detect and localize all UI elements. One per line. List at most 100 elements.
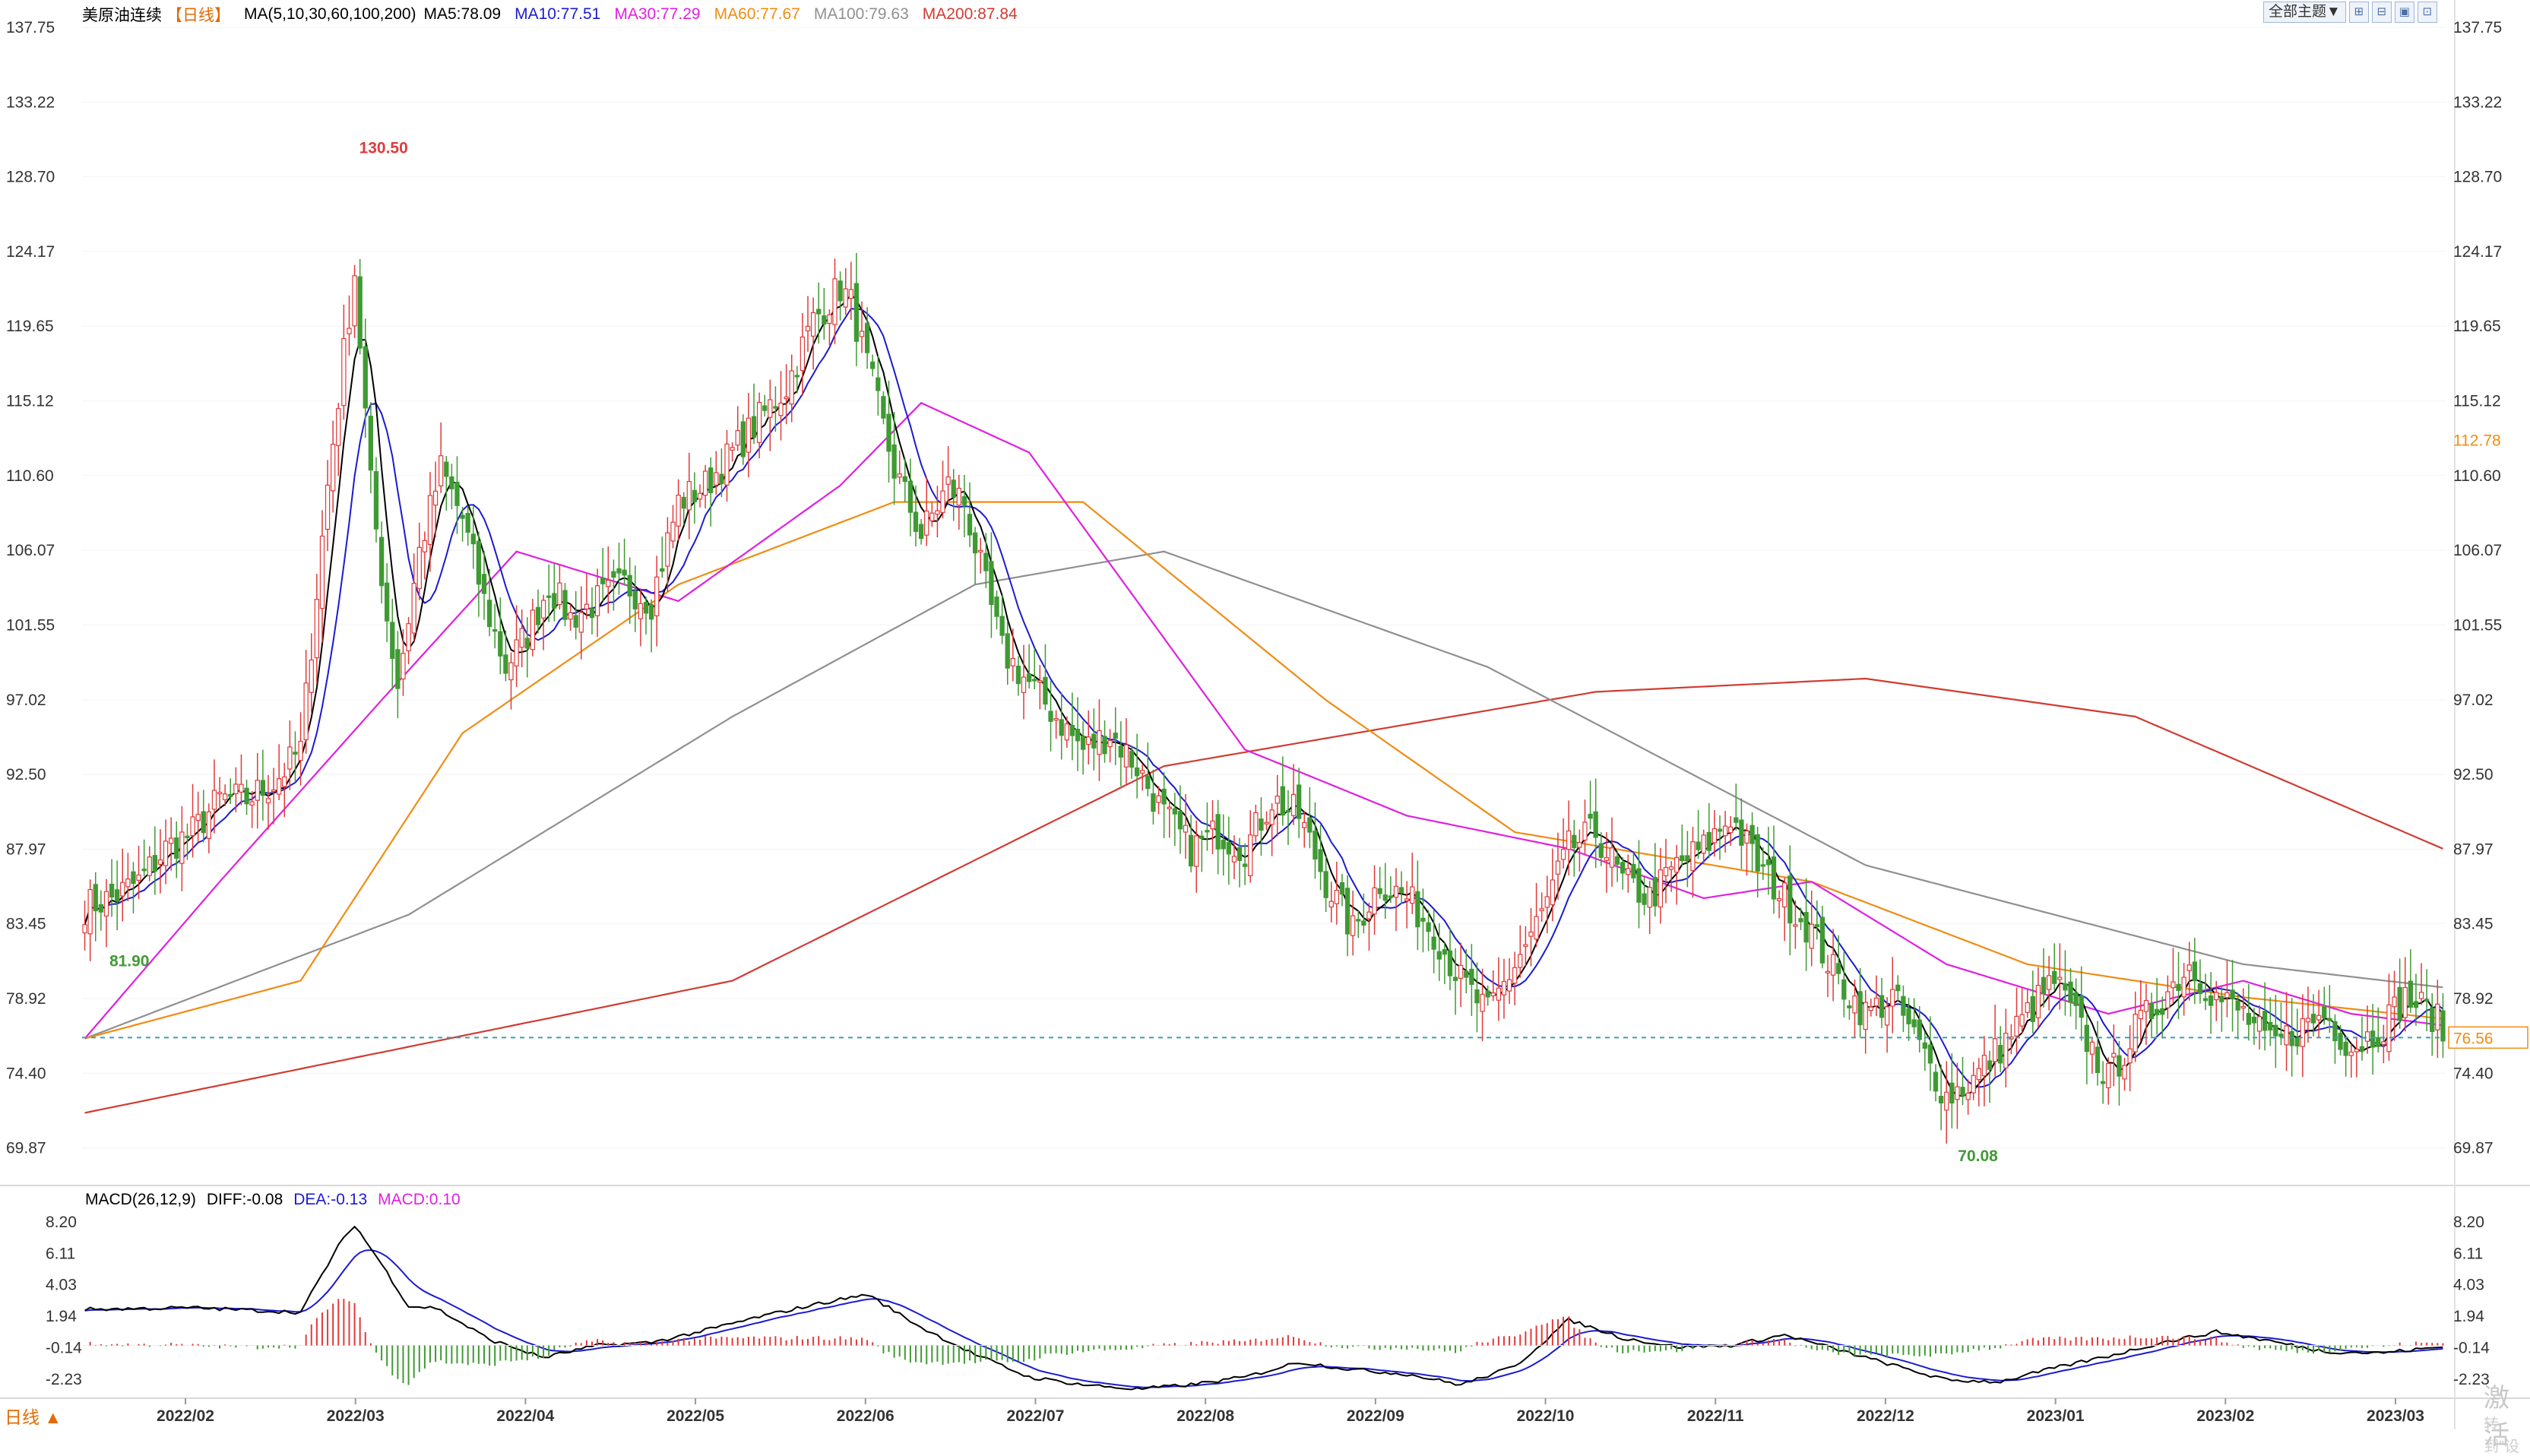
price-tick-right: 87.97 [2453, 840, 2494, 858]
candle-up [309, 659, 314, 693]
candle-up [1604, 857, 1610, 861]
candle-up [1609, 847, 1615, 868]
candle-down [1026, 673, 1032, 682]
layout-icon[interactable]: ⊟ [2371, 2, 2392, 23]
price-tick-right: 110.60 [2453, 467, 2501, 485]
candle-up [1480, 993, 1485, 1012]
price-tick-left: 115.12 [6, 393, 54, 410]
candle-up [2181, 976, 2186, 998]
candle-up [784, 396, 789, 400]
candle-up [2224, 992, 2230, 999]
candle-up [1264, 821, 1269, 825]
time-label: 2022/09 [1347, 1407, 1404, 1425]
candle-up [341, 337, 347, 407]
candle-down [1771, 856, 1777, 900]
moving-average-lines [84, 293, 2444, 1391]
candle-up [422, 540, 428, 552]
price-tick-left: 87.97 [6, 840, 46, 858]
candle-up [848, 289, 853, 299]
candle-up [1064, 723, 1069, 741]
candle-up [1328, 901, 1334, 908]
candle-down [627, 574, 632, 597]
candle-down [1118, 745, 1123, 758]
candle-up [2186, 964, 2192, 971]
candle-down [1474, 989, 1480, 1004]
price-tick-left: 97.02 [6, 692, 46, 709]
candle-down [114, 889, 120, 902]
candle-up [255, 780, 260, 801]
candle-down [983, 552, 989, 571]
candle-up [1544, 896, 1550, 908]
candle-down [1377, 888, 1382, 894]
time-label: 2022/02 [157, 1407, 214, 1425]
candle-up [303, 682, 309, 740]
candle-up [1550, 879, 1556, 906]
candle-down [2052, 970, 2057, 984]
candle-down [174, 837, 179, 859]
macd-params[interactable]: MACD(26,12,9) [85, 1191, 196, 1208]
period-tag: 【日线】 [166, 7, 230, 24]
candle-down [109, 883, 115, 898]
candle-down [611, 571, 616, 578]
candle-down [1917, 1019, 1922, 1040]
candle-down [1765, 859, 1772, 866]
candle-down [1388, 895, 1394, 898]
candle-up [1981, 1055, 1987, 1077]
candle-up [179, 831, 185, 864]
price-tick-left: 137.75 [6, 19, 55, 36]
expand-icon[interactable]: ⊞ [2348, 2, 2369, 23]
candle-up [1555, 860, 1561, 875]
candle-up [2111, 1052, 2117, 1058]
price-tick-left: 92.50 [6, 766, 46, 783]
macd-tick-right: 4.03 [2453, 1277, 2484, 1294]
candle-up [789, 370, 794, 405]
candle-down [1836, 963, 1841, 974]
candle-up [2348, 1051, 2354, 1056]
candle-down [762, 405, 768, 411]
ma200-line [84, 677, 2443, 1114]
candle-up [249, 801, 255, 806]
instrument-title: 美原油连续 [82, 7, 162, 24]
candle-down [600, 578, 606, 584]
candle-down [1485, 990, 1490, 998]
candle-up [1722, 825, 1728, 837]
candle-up [670, 521, 676, 542]
candle-up [768, 399, 773, 418]
candle-down [2117, 1055, 2122, 1077]
candle-up [1140, 769, 1145, 774]
macd-tick-left: 8.20 [46, 1214, 77, 1231]
candle-down [1906, 1008, 1911, 1024]
window-icon[interactable]: ▣ [2394, 2, 2414, 23]
price-tick-right: 74.40 [2453, 1065, 2494, 1082]
period-selector[interactable]: 日线 ▲ [5, 1407, 62, 1427]
time-label: 2022/10 [1517, 1407, 1575, 1425]
candle-down [2430, 1007, 2435, 1033]
candle-down [794, 375, 800, 378]
price-tick-right: 115.12 [2453, 393, 2501, 410]
candle-down [1151, 793, 1156, 812]
candle-down [2408, 980, 2414, 1008]
ma-params[interactable]: MA(5,10,30,60,100,200) [244, 5, 416, 23]
candle-up [1194, 835, 1199, 867]
candle-down [1344, 888, 1350, 935]
candle-up [352, 275, 357, 327]
candle-down [1356, 919, 1361, 922]
candle-down [589, 608, 595, 619]
candle-up [508, 662, 514, 681]
candle-down [632, 590, 638, 609]
fullscreen-icon[interactable]: ⊡ [2417, 2, 2437, 23]
candle-down [838, 280, 843, 302]
candle-down [1819, 916, 1825, 964]
theme-dropdown-button[interactable]: 全部主题▼ [2263, 2, 2346, 23]
time-label: 2022/08 [1176, 1407, 1234, 1425]
candle-up [638, 603, 644, 619]
candle-up [1890, 989, 1895, 1007]
candle-up [859, 331, 865, 337]
price-tick-left: 106.07 [6, 542, 55, 559]
candle-down [1680, 855, 1685, 862]
candle-up [2003, 1033, 2009, 1068]
candle-up [1976, 1068, 1981, 1081]
candle-up [1334, 890, 1340, 904]
candle-down [2289, 1030, 2294, 1046]
